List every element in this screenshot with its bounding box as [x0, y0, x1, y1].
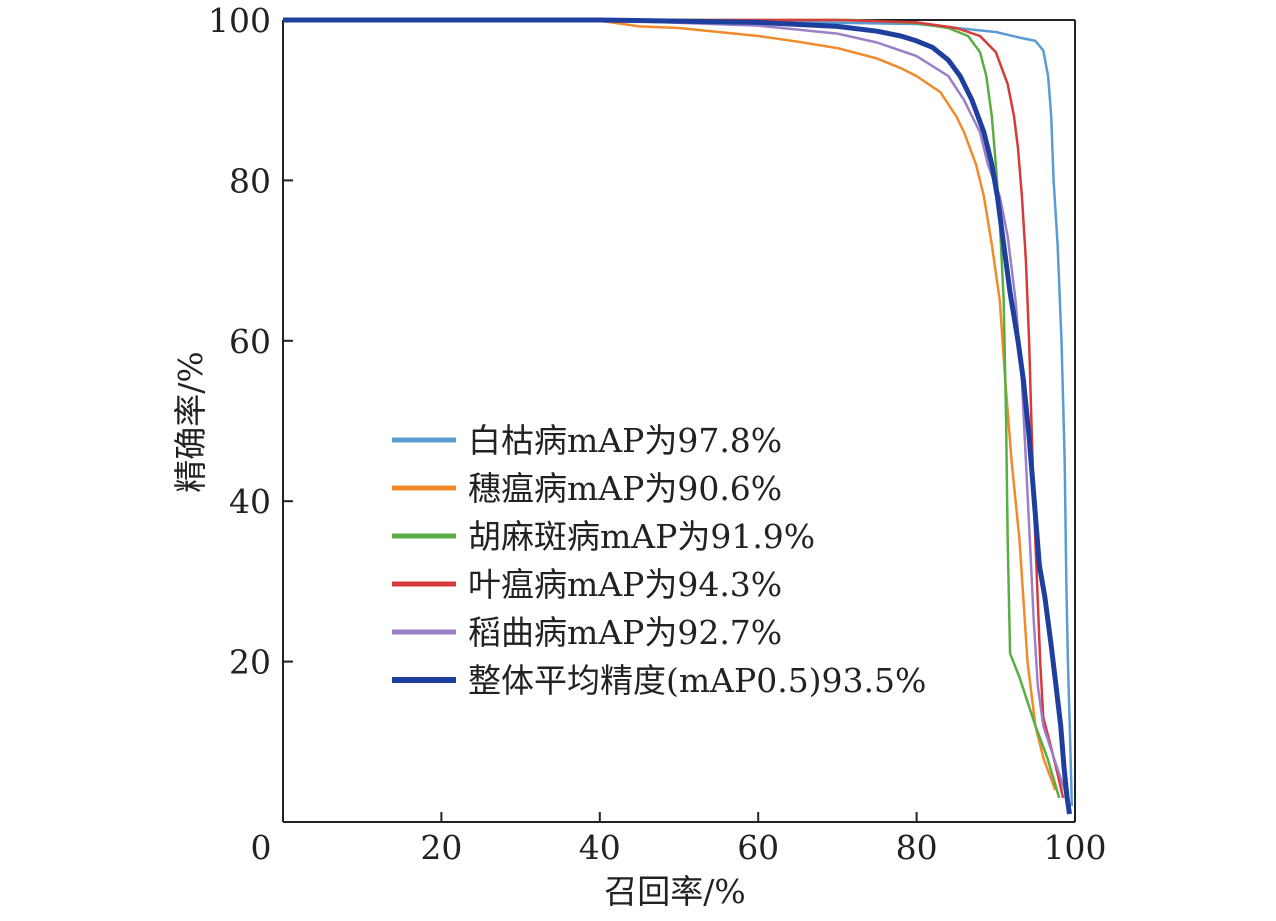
- y-ticks: 20 40 60 80 100: [208, 1, 293, 682]
- y-tick-label: 40: [229, 482, 271, 521]
- x-tick-label: 80: [896, 828, 938, 867]
- legend: 白枯病mAP为97.8% 穗瘟病mAP为90.6% 胡麻斑病mAP为91.9% 叶瘟病…: [392, 421, 926, 700]
- y-tick-label: 80: [229, 161, 271, 200]
- legend-label: 胡麻斑病mAP为91.9%: [468, 517, 815, 556]
- x-tick-label: 20: [420, 828, 462, 867]
- x-tick-label: 100: [1044, 828, 1107, 867]
- series-line-5: [283, 18, 1069, 799]
- x-tick-label: 60: [737, 828, 779, 867]
- series-line-6: [283, 17, 1072, 815]
- legend-label: 整体平均精度(mAP0.5)93.5%: [468, 661, 926, 700]
- series-line-1: [283, 18, 1074, 807]
- y-tick-label: 60: [229, 322, 271, 361]
- series-line-4: [283, 18, 1065, 799]
- y-axis-title: 精确率/%: [171, 351, 210, 492]
- legend-label: 叶瘟病mAP为94.3%: [468, 565, 782, 604]
- x-tick-label: 0: [251, 828, 272, 867]
- series-line-2: [282, 18, 1057, 791]
- legend-label: 穗瘟病mAP为90.6%: [468, 469, 782, 508]
- legend-label: 白枯病mAP为97.8%: [468, 421, 782, 460]
- y-tick-label: 100: [208, 1, 271, 40]
- y-tick-label: 20: [229, 643, 271, 682]
- legend-label: 稻曲病mAP为92.7%: [468, 613, 782, 652]
- series-lines: [282, 17, 1074, 815]
- x-axis-title: 召回率/%: [604, 872, 745, 911]
- x-ticks: 0 20 40 60 80 100: [251, 812, 1107, 867]
- x-tick-label: 40: [579, 828, 621, 867]
